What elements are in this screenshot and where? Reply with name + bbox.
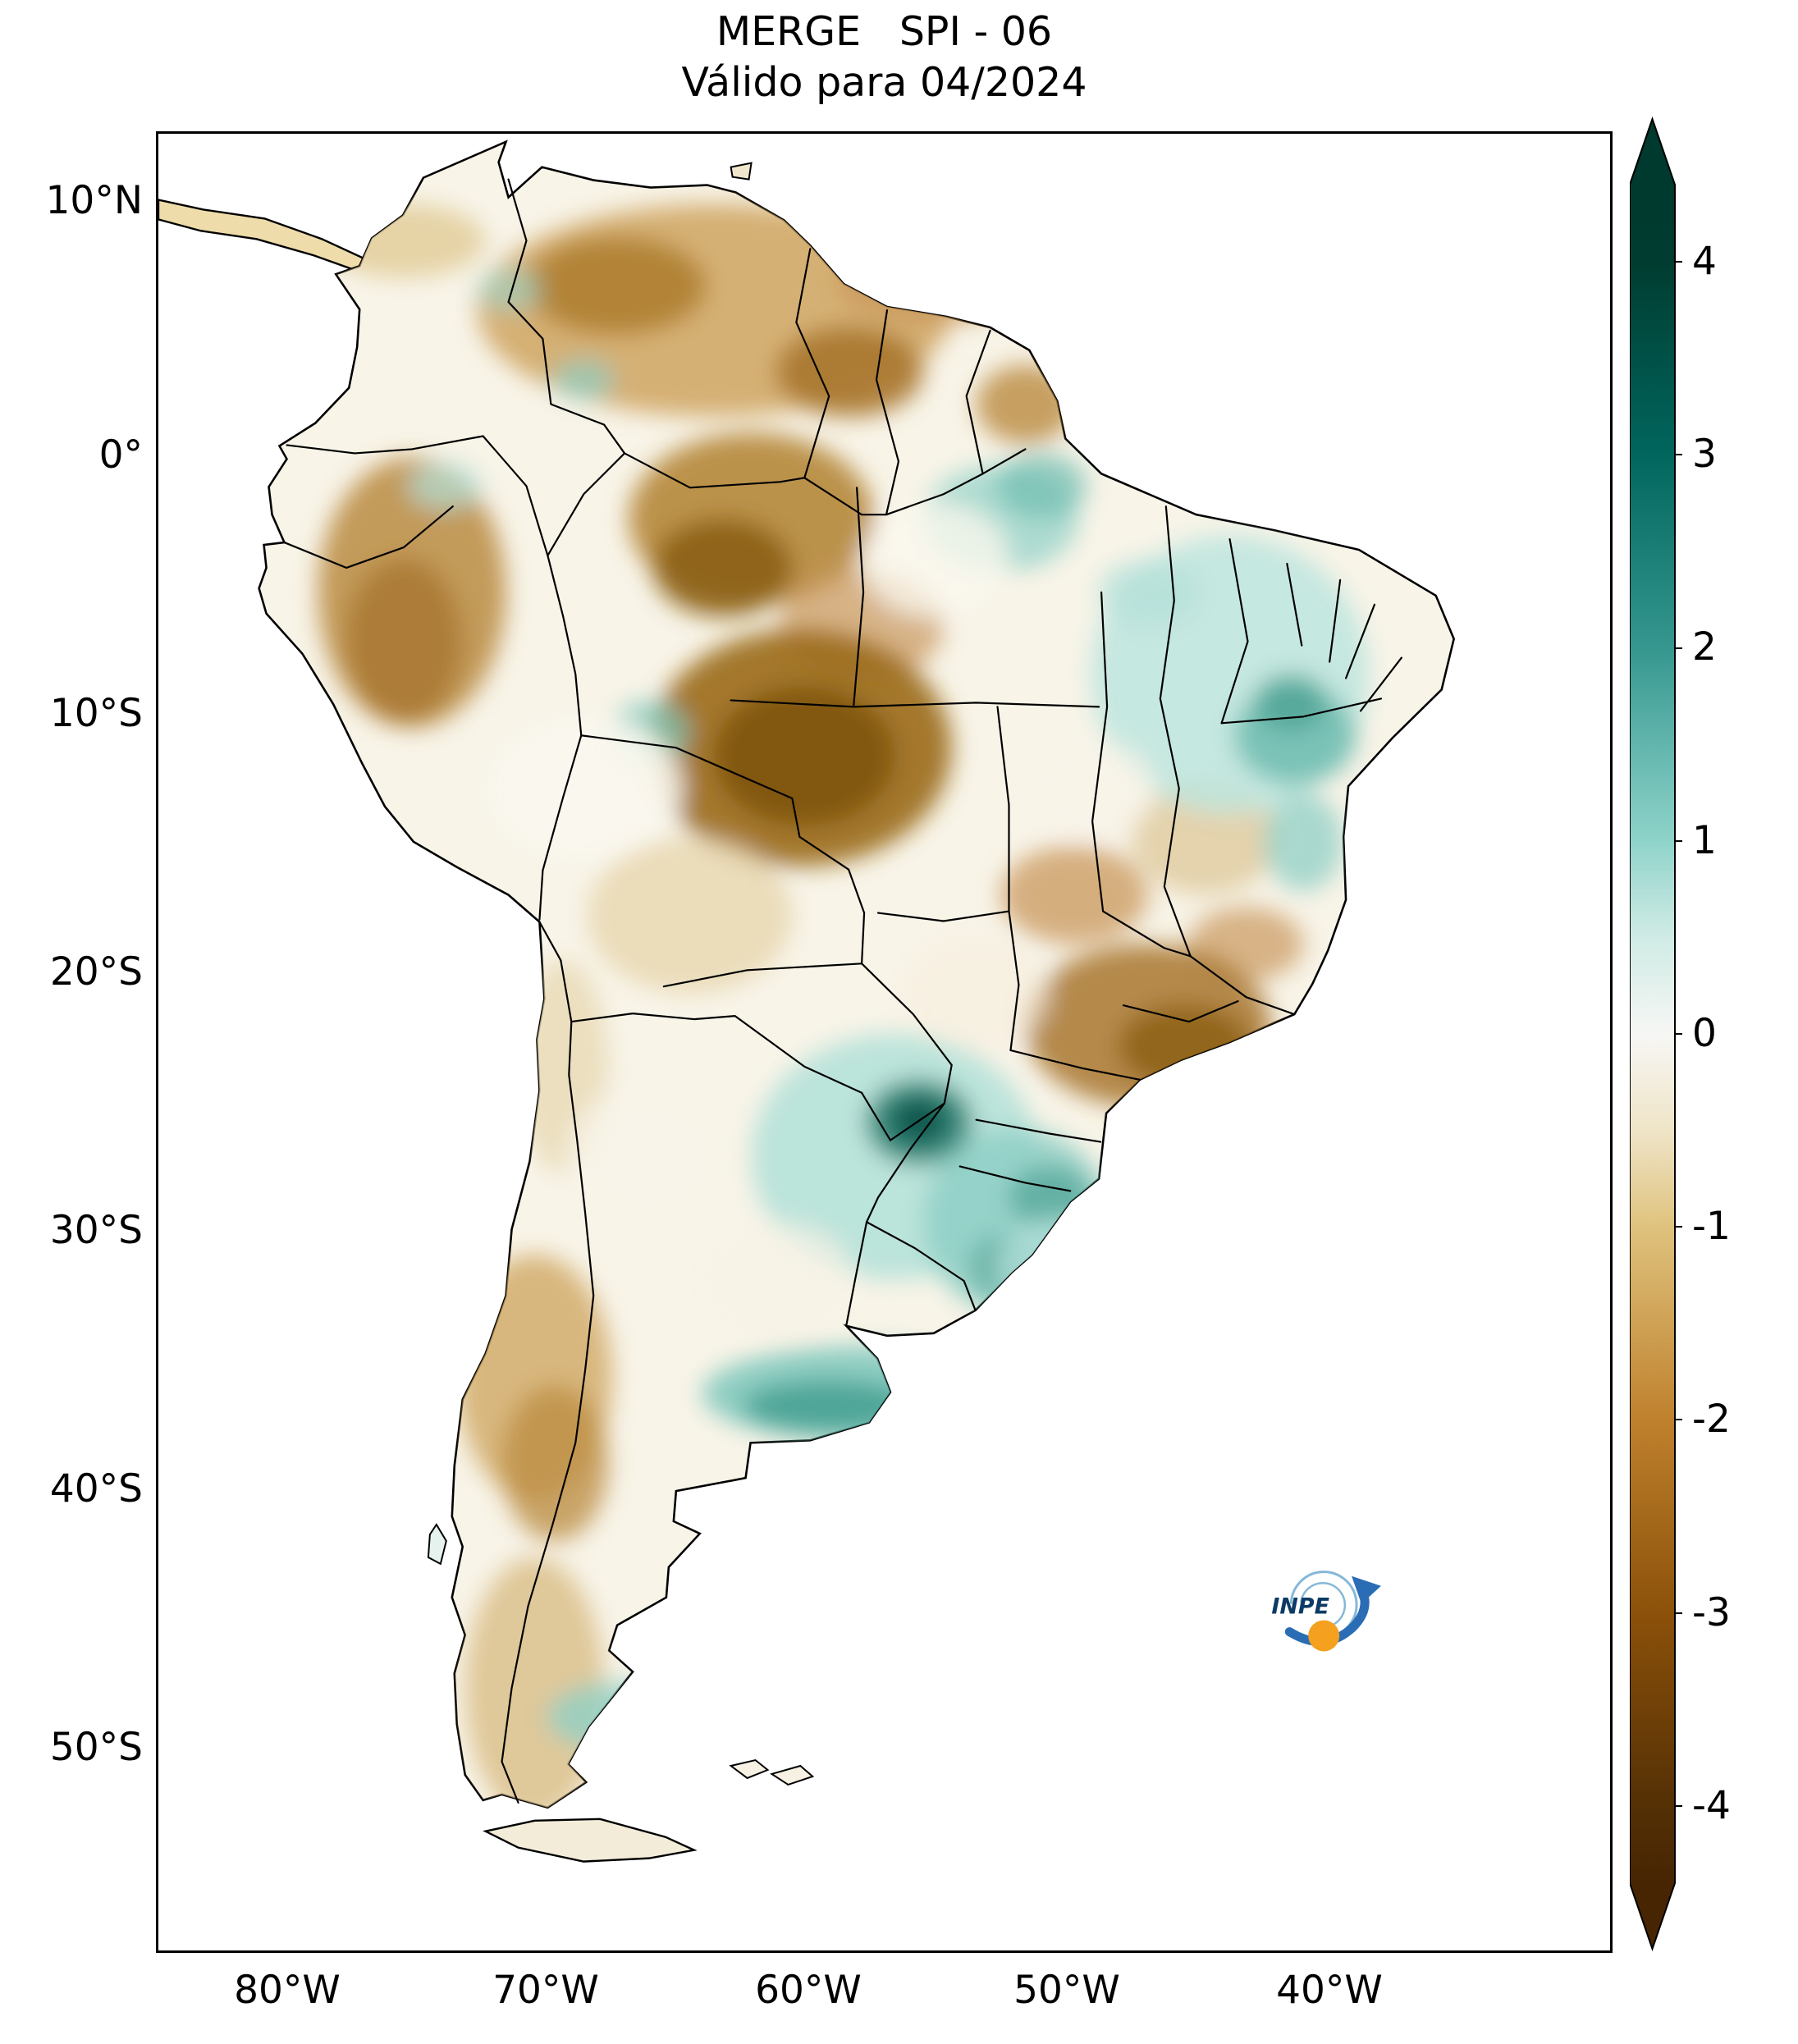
chiloe-island [427,1523,447,1566]
colorbar-tick-label: -3 [1692,1590,1731,1635]
trinidad-island [730,162,753,181]
country-state-borders [283,178,1402,1804]
south-america-map: INPE [158,139,1456,1863]
y-tick-label: 50°S [49,1725,143,1770]
x-tick-label: 80°W [234,1968,341,2013]
colorbar-tick-label: 0 [1692,1011,1717,1056]
figure-subtitle: Válido para 04/2024 [681,59,1087,106]
colorbar-tick-label: -2 [1692,1397,1731,1442]
colorbar-tick-label: 1 [1692,818,1717,863]
y-tick-label: 0° [98,432,143,478]
map-plot-area: INPE [156,131,1613,1953]
y-tick-label: 40°S [49,1466,143,1511]
inpe-logo-text: INPE [1271,1594,1329,1620]
tierra-del-fuego [483,1818,698,1863]
x-tick-label: 70°W [492,1968,599,2013]
spi-raster-shading [318,203,1369,1808]
inpe-logo-arrow [1284,1588,1370,1647]
falkland-island-west [729,1758,770,1780]
falkland-island-east [770,1764,815,1786]
colorbar-tick-label: 3 [1692,432,1717,477]
y-tick-label: 10°S [49,691,143,736]
x-tick-label: 40°W [1276,1968,1383,2013]
colorbar-tick-label: 4 [1692,239,1717,284]
y-tick-label: 10°N [45,178,143,223]
colorbar-gradient-bar [1629,116,1676,1952]
figure-title: MERGE SPI - 06 [716,8,1053,55]
inpe-logo-swirl-inner [1300,1581,1347,1626]
title-block: MERGE SPI - 06 Válido para 04/2024 [156,7,1613,108]
colorbar-tick-marks [1675,261,1682,1807]
inpe-logo-dot [1308,1620,1340,1652]
central-america-strip [158,199,366,273]
colorbar-svg [1629,116,1682,1952]
x-tick-label: 50°W [1013,1968,1120,2013]
inpe-logo: INPE [1271,1571,1381,1652]
y-tick-label: 30°S [49,1208,143,1253]
x-tick-label: 60°W [755,1968,862,2013]
colorbar [1629,115,1687,1961]
y-tick-label: 20°S [49,949,143,995]
inpe-logo-arrowhead [1352,1575,1381,1604]
colorbar-tick-label: -4 [1692,1783,1731,1828]
colorbar-tick-label: 2 [1692,624,1717,670]
colorbar-tick-label: -1 [1692,1204,1731,1249]
